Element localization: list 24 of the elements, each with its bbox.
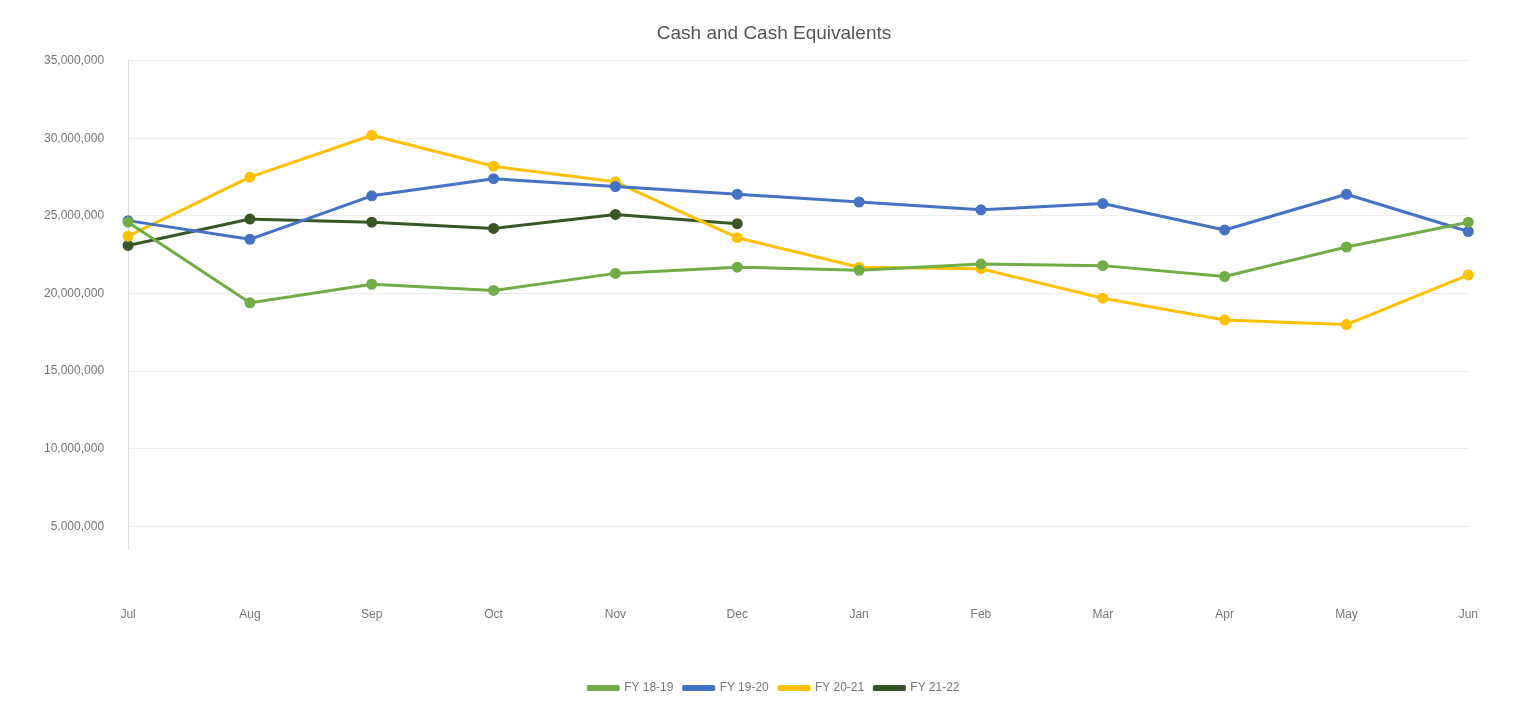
y-tick-label: 10,000,000 (44, 441, 105, 456)
legend-label: FY 19-20 (719, 680, 770, 695)
x-tick-label: Jun (1458, 607, 1479, 622)
legend-label: FY 20-21 (815, 680, 865, 695)
x-tick-label: Oct (484, 607, 504, 622)
y-tick-label: 25,000,000 (44, 208, 105, 223)
x-tick-label: Apr (1215, 607, 1234, 622)
x-tick-label: Aug (239, 607, 261, 622)
x-tick-label: Feb (970, 607, 992, 622)
y-tick-label: 15,000,000 (44, 363, 105, 378)
legend-label: FY 21-22 (910, 680, 960, 695)
x-tick-label: Sep (361, 607, 383, 622)
y-tick-label: 30,000,000 (44, 130, 105, 145)
y-tick-label: 35,000,000 (44, 53, 105, 68)
x-tick-label: Dec (726, 607, 748, 622)
y-tick-label: 20,000,000 (44, 285, 105, 300)
legend-label: FY 18-19 (624, 680, 674, 695)
x-tick-label: Mar (1092, 607, 1114, 622)
x-tick-label: Jul (120, 607, 136, 622)
x-tick-label: Jan (849, 607, 869, 622)
x-tick-label: May (1335, 607, 1358, 622)
chart-title: Cash and Cash Equivalents (656, 21, 892, 43)
y-tick-label: 5,000,000 (50, 518, 105, 533)
x-tick-label: Nov (604, 607, 627, 622)
